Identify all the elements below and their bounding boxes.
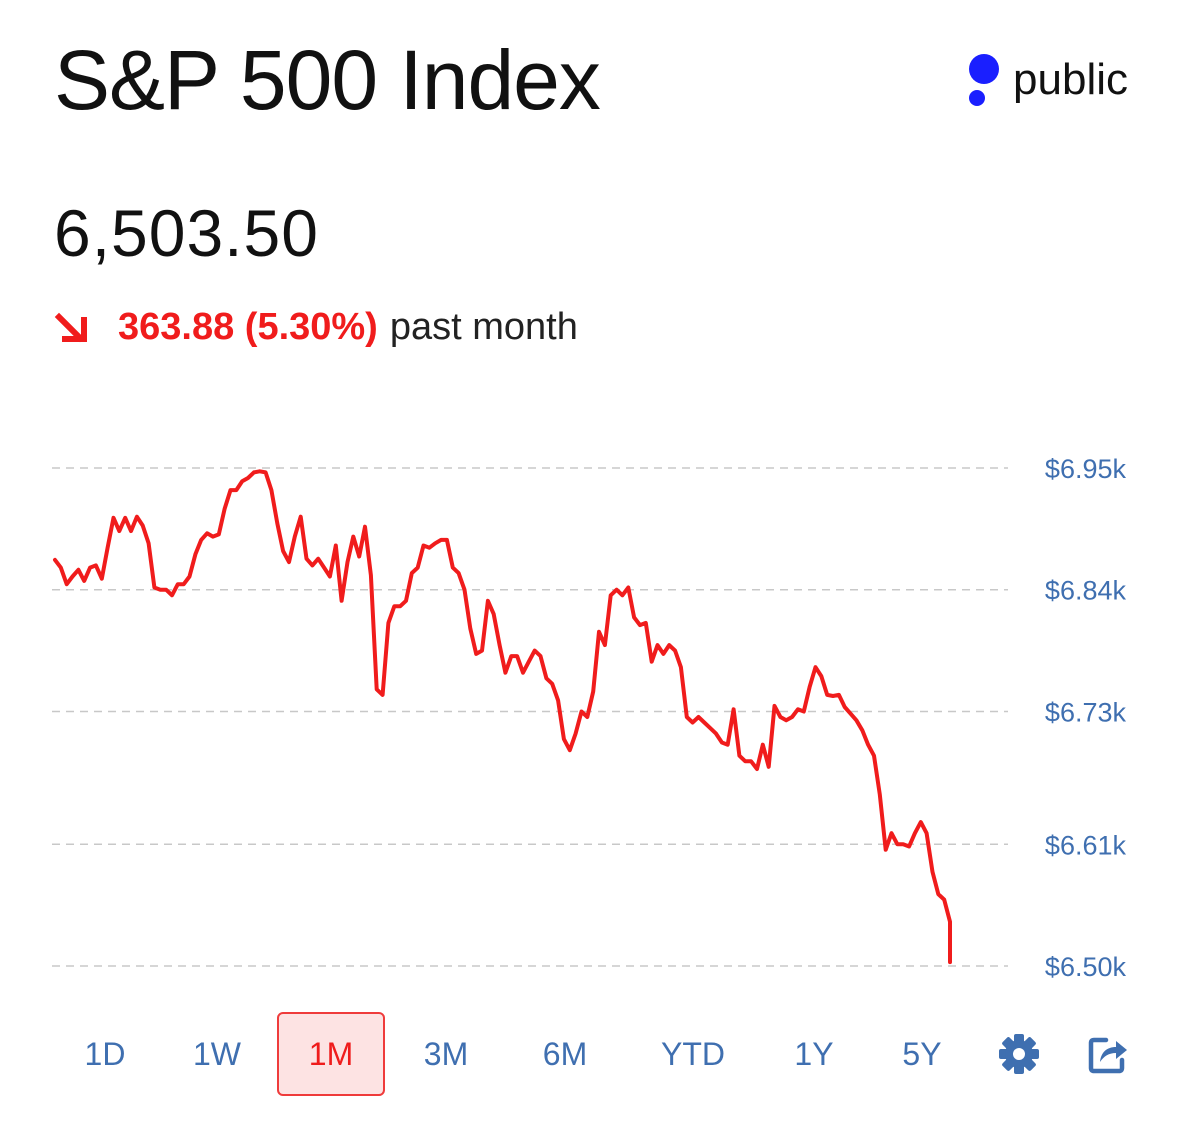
- arrow-shaft: [54, 312, 85, 343]
- range-1w[interactable]: 1W: [193, 1035, 241, 1072]
- gear-icon[interactable]: [997, 1032, 1041, 1076]
- range-1d[interactable]: 1D: [84, 1035, 126, 1072]
- range-5y[interactable]: 5Y: [902, 1035, 942, 1072]
- share-icon[interactable]: [1086, 1032, 1130, 1076]
- y-tick-label: $6.50k: [1045, 952, 1127, 980]
- y-axis-labels: $6.95k $6.84k $6.73k $6.61k $6.50k: [1045, 454, 1127, 980]
- range-6m[interactable]: 6M: [542, 1035, 588, 1072]
- brand: public: [967, 52, 1128, 108]
- y-tick-label: $6.84k: [1045, 576, 1127, 606]
- range-selector: 1D 1W 1M 3M 6M YTD 1Y 5Y: [0, 1008, 1200, 1100]
- y-tick-label: $6.95k: [1045, 454, 1127, 484]
- brand-name: public: [1013, 55, 1128, 104]
- arrow-down-right-icon: [54, 312, 87, 343]
- logo-dot-small: [969, 90, 986, 106]
- change-period: past month: [389, 306, 578, 348]
- y-tick-label: $6.61k: [1045, 830, 1127, 860]
- price-change: 363.88 (5.30%) past month: [54, 308, 578, 346]
- range-1m[interactable]: 1M: [277, 1012, 385, 1096]
- price-chart: $6.95k $6.84k $6.73k $6.61k $6.50k: [52, 454, 1127, 980]
- change-value: 363.88 (5.30%): [118, 306, 378, 348]
- range-3m[interactable]: 3M: [423, 1035, 469, 1072]
- range-ytd[interactable]: YTD: [661, 1035, 725, 1072]
- page-title: S&P 500 Index: [54, 33, 601, 127]
- logo-dot-large: [969, 54, 1000, 84]
- series-line-sp500: [53, 469, 952, 965]
- y-tick-label: $6.73k: [1045, 697, 1127, 727]
- current-price: 6,503.50: [54, 196, 319, 270]
- public-logo-icon: [967, 52, 1003, 108]
- grid: [52, 467, 1008, 967]
- arrow-head: [62, 317, 87, 342]
- range-1y[interactable]: 1Y: [794, 1035, 834, 1072]
